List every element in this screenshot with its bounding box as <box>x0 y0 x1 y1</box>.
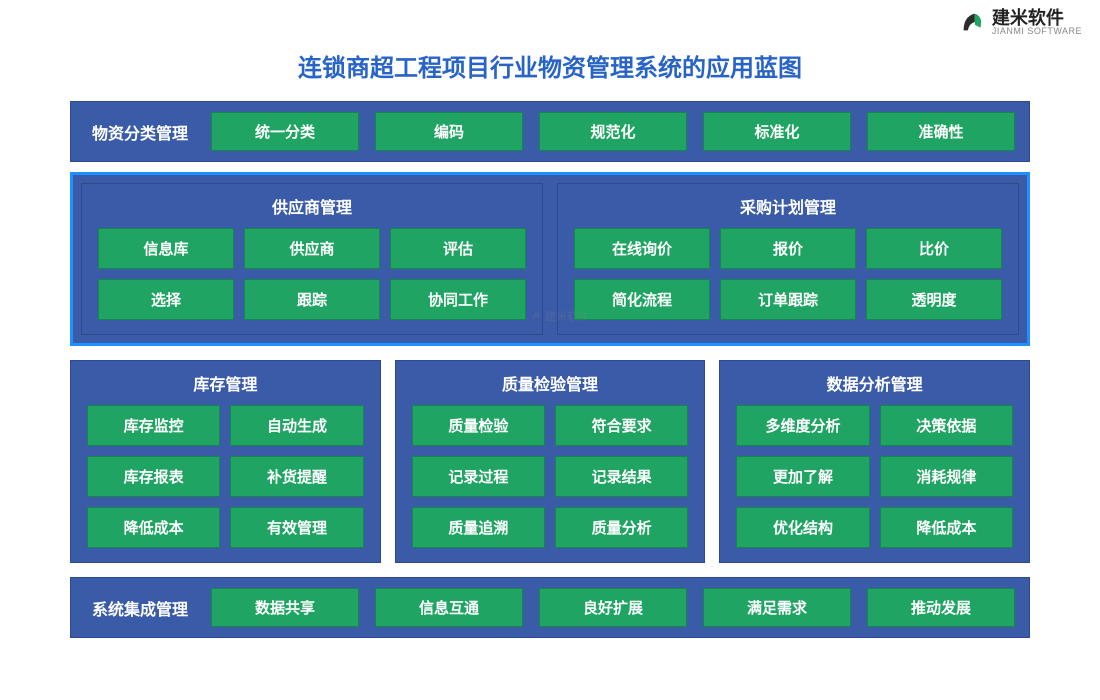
row-label: 系统集成管理 <box>85 596 195 620</box>
item-box: 协同工作 <box>390 279 526 320</box>
panel-title: 数据分析管理 <box>736 371 1013 395</box>
item-box: 补货提醒 <box>230 456 363 497</box>
panel-title: 采购计划管理 <box>574 194 1002 218</box>
item-box: 降低成本 <box>880 507 1013 548</box>
item-box: 规范化 <box>539 112 687 151</box>
brand-logo: 建米软件 JIANMI SOFTWARE <box>958 8 1082 36</box>
panel-title: 库存管理 <box>87 371 364 395</box>
item-box: 有效管理 <box>230 507 363 548</box>
item-box: 数据共享 <box>211 588 359 627</box>
item-box: 质量追溯 <box>412 507 545 548</box>
item-box: 满足需求 <box>703 588 851 627</box>
item-box: 比价 <box>866 228 1002 269</box>
row-label: 物资分类管理 <box>85 120 195 144</box>
item-box: 简化流程 <box>574 279 710 320</box>
panel-inventory: 库存管理 库存监控 自动生成 库存报表 补货提醒 降低成本 有效管理 <box>70 360 381 563</box>
item-box: 优化结构 <box>736 507 869 548</box>
row-system-integration: 系统集成管理 数据共享 信息互通 良好扩展 满足需求 推动发展 <box>70 577 1030 638</box>
item-box: 推动发展 <box>867 588 1015 627</box>
diagram-container: 物资分类管理 统一分类 编码 规范化 标准化 准确性 供应商管理 信息库 供应商… <box>70 101 1030 638</box>
item-box: 准确性 <box>867 112 1015 151</box>
item-box: 质量分析 <box>555 507 688 548</box>
panel-title: 供应商管理 <box>98 194 526 218</box>
logo-text-en: JIANMI SOFTWARE <box>992 27 1082 36</box>
item-box: 消耗规律 <box>880 456 1013 497</box>
panel-title: 质量检验管理 <box>412 371 689 395</box>
item-box: 统一分类 <box>211 112 359 151</box>
item-box: 订单跟踪 <box>720 279 856 320</box>
item-box: 标准化 <box>703 112 851 151</box>
item-box: 选择 <box>98 279 234 320</box>
item-box: 在线询价 <box>574 228 710 269</box>
panel-analytics: 数据分析管理 多维度分析 决策依据 更加了解 消耗规律 优化结构 降低成本 <box>719 360 1030 563</box>
item-box: 信息互通 <box>375 588 523 627</box>
item-box: 多维度分析 <box>736 405 869 446</box>
panel-procurement-plan: 采购计划管理 在线询价 报价 比价 简化流程 订单跟踪 透明度 <box>557 183 1019 335</box>
item-box: 报价 <box>720 228 856 269</box>
row-material-classification: 物资分类管理 统一分类 编码 规范化 标准化 准确性 <box>70 101 1030 162</box>
item-box: 决策依据 <box>880 405 1013 446</box>
item-box: 透明度 <box>866 279 1002 320</box>
item-box: 自动生成 <box>230 405 363 446</box>
item-box: 良好扩展 <box>539 588 687 627</box>
middle-section: 库存管理 库存监控 自动生成 库存报表 补货提醒 降低成本 有效管理 质量检验管… <box>70 360 1030 563</box>
panel-supplier-mgmt: 供应商管理 信息库 供应商 评估 选择 跟踪 协同工作 <box>81 183 543 335</box>
item-box: 质量检验 <box>412 405 545 446</box>
item-box: 供应商 <box>244 228 380 269</box>
item-box: 评估 <box>390 228 526 269</box>
item-box: 库存监控 <box>87 405 220 446</box>
item-box: 信息库 <box>98 228 234 269</box>
item-box: 编码 <box>375 112 523 151</box>
item-box: 跟踪 <box>244 279 380 320</box>
logo-text-cn: 建米软件 <box>992 9 1082 27</box>
item-box: 库存报表 <box>87 456 220 497</box>
watermark: 建米软件 <box>530 308 589 324</box>
item-box: 降低成本 <box>87 507 220 548</box>
panel-quality: 质量检验管理 质量检验 符合要求 记录过程 记录结果 质量追溯 质量分析 <box>395 360 706 563</box>
logo-icon <box>958 8 986 36</box>
item-box: 记录过程 <box>412 456 545 497</box>
item-box: 记录结果 <box>555 456 688 497</box>
item-box: 符合要求 <box>555 405 688 446</box>
page-title: 连锁商超工程项目行业物资管理系统的应用蓝图 <box>0 0 1100 101</box>
item-box: 更加了解 <box>736 456 869 497</box>
